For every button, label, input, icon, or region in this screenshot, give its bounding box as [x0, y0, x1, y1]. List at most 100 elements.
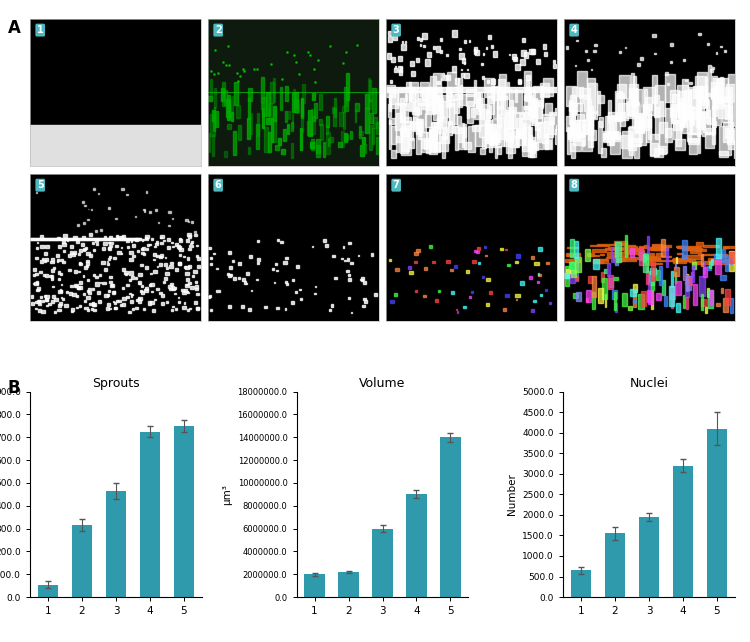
Bar	[368, 99, 371, 108]
Bar	[78, 287, 80, 288]
Bar	[461, 58, 465, 63]
Bar	[606, 257, 616, 258]
Bar	[500, 74, 506, 100]
Bar	[39, 271, 42, 273]
Bar	[410, 87, 416, 111]
Bar	[644, 247, 656, 248]
Bar	[187, 257, 189, 259]
Bar	[697, 105, 700, 136]
Bar	[522, 38, 525, 42]
Bar	[718, 254, 728, 257]
Bar	[482, 53, 484, 55]
Bar	[145, 238, 147, 239]
Bar	[264, 306, 267, 308]
Bar	[698, 135, 700, 153]
Bar	[512, 55, 515, 59]
Bar	[523, 123, 526, 145]
Bar	[37, 300, 40, 302]
Bar	[79, 281, 82, 284]
Bar	[420, 44, 422, 46]
Bar	[467, 69, 468, 70]
Bar	[92, 288, 94, 290]
Bar	[604, 116, 616, 139]
Bar	[291, 301, 294, 304]
Bar	[106, 261, 109, 262]
Bar	[671, 271, 674, 286]
Bar	[116, 218, 117, 219]
Bar	[428, 130, 431, 143]
Bar	[588, 121, 591, 148]
Bar	[489, 124, 492, 152]
Bar	[376, 137, 380, 154]
Bar	[391, 126, 396, 144]
Bar	[212, 110, 214, 121]
Bar	[51, 300, 54, 302]
Bar	[652, 244, 662, 246]
Bar	[346, 73, 349, 100]
Bar	[274, 282, 275, 284]
Bar	[707, 258, 721, 261]
Bar	[667, 83, 669, 85]
Bar	[190, 241, 193, 243]
Bar	[454, 265, 458, 268]
Bar	[164, 277, 167, 280]
Bar	[175, 308, 177, 309]
Bar	[712, 118, 715, 144]
Bar	[86, 279, 89, 281]
Bar	[504, 110, 507, 135]
Bar	[475, 49, 479, 55]
Bar	[348, 274, 350, 276]
Bar	[76, 295, 79, 297]
Bar	[440, 101, 449, 117]
Bar	[716, 52, 718, 54]
Bar	[416, 58, 419, 62]
Bar	[712, 107, 714, 135]
Bar	[587, 78, 595, 110]
Title: Sprouts: Sprouts	[92, 377, 140, 390]
Bar	[394, 293, 397, 296]
Bar	[285, 281, 286, 283]
Bar	[179, 238, 182, 240]
Bar	[171, 309, 173, 311]
Bar	[489, 291, 492, 293]
Bar	[285, 85, 288, 101]
Bar	[257, 112, 259, 135]
Bar	[586, 290, 591, 302]
Bar	[730, 114, 732, 139]
Bar	[710, 69, 712, 72]
Bar	[522, 127, 532, 155]
Bar	[370, 114, 373, 123]
Bar	[704, 268, 706, 277]
Bar	[83, 248, 86, 250]
Bar	[686, 297, 688, 309]
Bar	[113, 307, 116, 309]
Bar	[362, 137, 364, 144]
Bar	[44, 295, 46, 297]
Bar	[623, 250, 644, 252]
Bar	[364, 300, 368, 303]
Bar	[660, 259, 676, 261]
Bar	[625, 47, 626, 49]
Bar	[704, 263, 705, 273]
Bar	[530, 137, 535, 153]
Bar	[273, 106, 276, 121]
Bar	[509, 132, 512, 158]
Bar	[508, 265, 510, 266]
Bar	[307, 121, 311, 135]
Bar	[122, 188, 124, 191]
Bar	[437, 81, 440, 84]
Bar	[68, 254, 70, 257]
Bar	[291, 123, 293, 130]
Bar	[529, 276, 532, 279]
Bar	[615, 91, 622, 121]
Bar	[725, 255, 728, 271]
Bar	[45, 295, 49, 298]
Bar	[598, 121, 602, 153]
Bar	[431, 122, 436, 150]
Bar	[696, 100, 704, 127]
Bar	[612, 115, 614, 121]
Bar	[320, 94, 322, 110]
Bar	[613, 277, 618, 281]
Bar	[37, 287, 40, 290]
Bar	[723, 259, 731, 260]
